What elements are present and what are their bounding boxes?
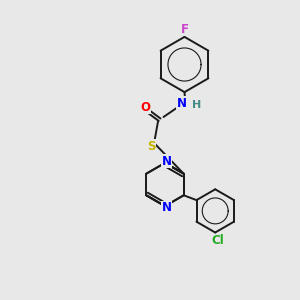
Text: N: N — [161, 155, 172, 168]
Text: H: H — [193, 100, 202, 110]
Text: F: F — [181, 23, 188, 36]
Text: N: N — [161, 201, 172, 214]
Text: S: S — [147, 140, 156, 153]
Text: O: O — [140, 101, 151, 114]
Text: Cl: Cl — [212, 234, 225, 248]
Text: N: N — [176, 97, 187, 110]
